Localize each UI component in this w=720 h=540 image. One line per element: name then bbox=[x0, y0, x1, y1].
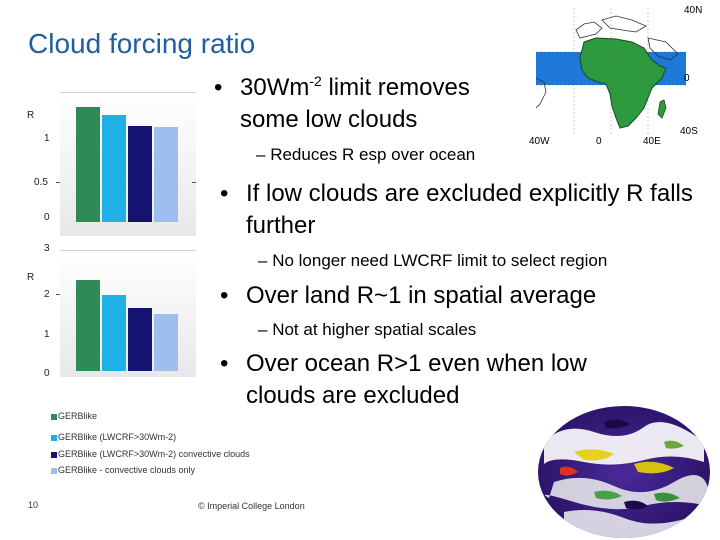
land-chart-plot bbox=[60, 92, 196, 236]
land-bar-lwcrf bbox=[102, 115, 126, 222]
land-tick-0-5: 0.5 bbox=[34, 177, 48, 188]
madagascar-landmass bbox=[657, 99, 667, 119]
cloud-globe-image bbox=[538, 406, 710, 538]
bullet-lwcrf-limit: • 30Wm-2 limit removes some low clouds bbox=[214, 72, 514, 136]
map-label-equator: 0 bbox=[684, 73, 690, 84]
ocean-axis-label: R bbox=[27, 272, 35, 283]
ocean-tick-2: 2 bbox=[44, 289, 50, 300]
land-tick-mark-right bbox=[192, 182, 196, 183]
page-number: 10 bbox=[28, 500, 39, 510]
europe-outline bbox=[575, 21, 603, 39]
footer-copyright: © Imperial College London bbox=[198, 501, 305, 511]
bullet-dot: • bbox=[220, 180, 229, 207]
legend-item-convective-only: GERBlike - convective clouds only bbox=[51, 465, 195, 475]
arabia-outline bbox=[647, 37, 679, 61]
legend-swatch bbox=[51, 414, 57, 420]
land-bar-lwcrf-convective bbox=[128, 126, 152, 222]
map-label-40s: 40S bbox=[680, 126, 698, 137]
map-label-40w: 40W bbox=[529, 136, 550, 147]
ocean-tick-3: 3 bbox=[44, 243, 50, 254]
map-label-40e: 40E bbox=[643, 136, 661, 147]
land-tick-1: 1 bbox=[44, 133, 50, 144]
ocean-tick-mark bbox=[56, 294, 60, 295]
ocean-chart-plot bbox=[60, 250, 196, 377]
subbullet-no-longer-need: – No longer need LWCRF limit to select r… bbox=[258, 250, 708, 272]
land-bar-gerblike bbox=[76, 107, 100, 222]
ocean-bar-lwcrf bbox=[102, 295, 126, 371]
land-tick-0: 0 bbox=[44, 212, 50, 223]
bullet-over-ocean: • Over ocean R>1 even when low clouds ar… bbox=[220, 350, 587, 409]
ocean-bar-lwcrf-convective bbox=[128, 308, 152, 371]
legend-swatch bbox=[51, 452, 57, 458]
subbullet-text: Not at higher spatial scales bbox=[272, 320, 477, 339]
africa-region-map bbox=[536, 8, 686, 134]
subbullet-text: No longer need LWCRF limit to select reg… bbox=[272, 251, 608, 270]
dash: – bbox=[258, 320, 268, 339]
dash: – bbox=[258, 251, 268, 270]
ocean-tick-1: 1 bbox=[44, 329, 50, 340]
subbullet-reduces-r: – Reduces R esp over ocean bbox=[256, 144, 546, 166]
legend-item-gerblike: GERBlike bbox=[51, 411, 97, 421]
land-axis-label: R bbox=[27, 110, 35, 121]
map-label-0-lon: 0 bbox=[596, 136, 602, 147]
south-america-outline bbox=[536, 77, 547, 109]
bullet-text-pre: 30Wm bbox=[240, 74, 310, 101]
land-tick-mark bbox=[56, 182, 60, 183]
bullet-dot: • bbox=[220, 282, 229, 309]
globe-clouds bbox=[544, 419, 709, 538]
bullet-dot: • bbox=[214, 74, 223, 101]
legend-item-lwcrf-convective: GERBlike (LWCRF>30Wm-2) convective cloud… bbox=[51, 449, 250, 459]
legend-item-lwcrf: GERBlike (LWCRF>30Wm-2) bbox=[51, 432, 176, 442]
bullet-text-sup: -2 bbox=[309, 73, 322, 89]
legend-swatch bbox=[51, 435, 57, 441]
legend-swatch bbox=[51, 468, 57, 474]
subbullet-text: Reduces R esp over ocean bbox=[270, 145, 476, 164]
africa-landmass bbox=[579, 37, 667, 129]
ocean-bar-gerblike bbox=[76, 280, 100, 371]
map-label-40n: 40N bbox=[684, 5, 703, 16]
subbullet-not-at-higher: – Not at higher spatial scales bbox=[258, 319, 658, 341]
europe-east-outline bbox=[601, 15, 647, 33]
bullet-dot: • bbox=[220, 350, 229, 377]
ocean-tick-0: 0 bbox=[44, 368, 50, 379]
bullet-over-land: • Over land R~1 in spatial average bbox=[220, 280, 700, 312]
slide-title: Cloud forcing ratio bbox=[28, 28, 256, 59]
ocean-bar-convective-only bbox=[154, 314, 178, 371]
land-bar-convective-only bbox=[154, 127, 178, 222]
dash: – bbox=[256, 145, 266, 164]
bullet-low-clouds-excluded: • If low clouds are excluded explicitly … bbox=[220, 180, 693, 239]
bullet-text-post: limit removes some low clouds bbox=[240, 74, 470, 133]
